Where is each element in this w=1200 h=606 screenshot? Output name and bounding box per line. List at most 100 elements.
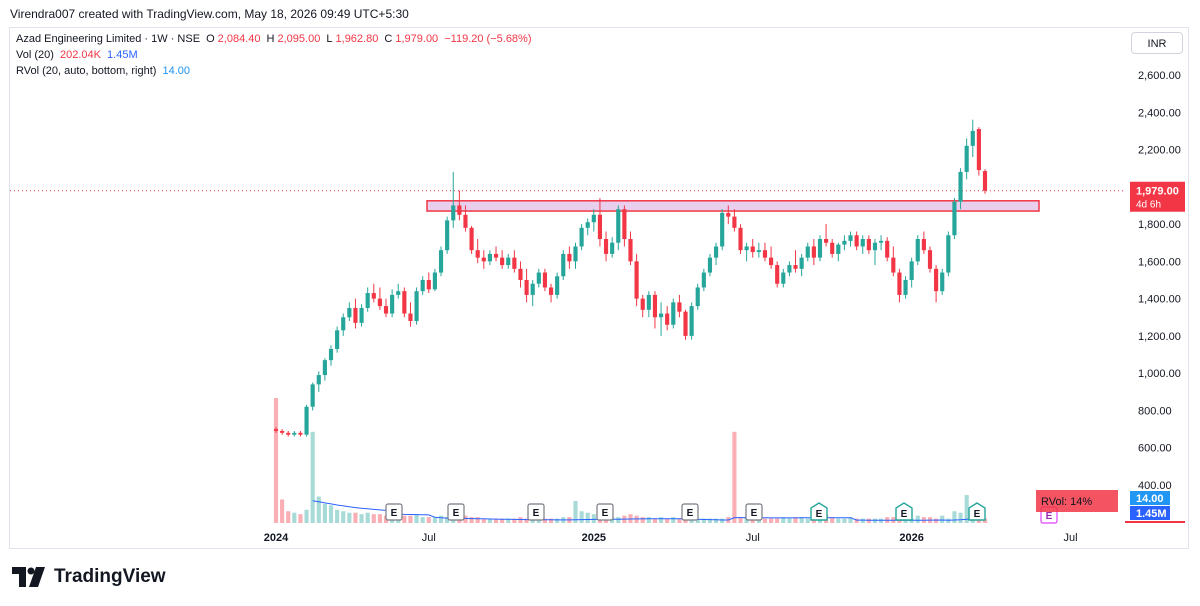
- candle-body: [432, 272, 437, 290]
- candle-body: [976, 129, 981, 171]
- volume-bar: [542, 518, 548, 523]
- volume-bar: [909, 518, 914, 523]
- volume-bar: [359, 514, 364, 523]
- volume-bar: [286, 511, 291, 523]
- candle: [341, 313, 346, 336]
- volume-bar: [793, 517, 798, 523]
- candle: [512, 250, 517, 273]
- volume-bar: [536, 518, 541, 523]
- candle-body: [750, 246, 755, 253]
- candle: [530, 280, 535, 307]
- candle-body: [854, 235, 859, 247]
- volume-bar: [720, 518, 725, 523]
- candle: [640, 294, 645, 318]
- volume-bar: [310, 431, 315, 523]
- volume-legend: Vol (20) 202.04K 1.45M: [16, 49, 141, 61]
- tradingview-logo[interactable]: TradingView: [12, 566, 166, 588]
- candle-body: [628, 239, 633, 262]
- candle-body: [365, 293, 370, 308]
- chart-frame: [9, 27, 1189, 549]
- candle-body: [610, 242, 615, 254]
- volume-bar: [677, 518, 682, 523]
- candle-body: [396, 291, 401, 295]
- candle: [457, 190, 462, 221]
- candle: [958, 168, 963, 210]
- candle-body: [316, 375, 321, 385]
- last-price-badge-bg: [1130, 181, 1185, 212]
- candle: [915, 235, 920, 266]
- candle-body: [298, 432, 303, 435]
- candle: [292, 430, 297, 437]
- candle: [756, 242, 761, 258]
- volume-bar: [591, 514, 596, 523]
- candle: [732, 209, 737, 232]
- candle: [286, 430, 291, 437]
- candle-body: [585, 222, 590, 228]
- candle: [860, 235, 865, 254]
- candle-body: [512, 257, 517, 269]
- candle-body: [634, 261, 639, 299]
- candle: [824, 224, 829, 247]
- volume-bar: [738, 517, 743, 523]
- candle: [432, 268, 437, 292]
- candle-body: [805, 246, 810, 258]
- candle: [396, 283, 401, 299]
- rvol-label-box: [1036, 490, 1118, 512]
- candle-body: [573, 246, 578, 262]
- volume-bar: [341, 511, 346, 523]
- earnings-label: E: [391, 508, 398, 519]
- candle: [726, 205, 731, 225]
- candle-body: [713, 246, 719, 258]
- volume-bar: [982, 518, 988, 523]
- price-series: [273, 119, 988, 437]
- resistance-zone: [426, 200, 1040, 212]
- rvol-label-text: RVol: 14%: [1041, 496, 1092, 508]
- candle-body: [536, 272, 541, 284]
- volume-bar: [432, 517, 437, 523]
- tradingview-logo-icon: [12, 567, 45, 587]
- volume-bar: [866, 518, 871, 523]
- candle-body: [756, 250, 761, 253]
- volume-bar: [640, 517, 645, 523]
- candle-body: [426, 280, 431, 290]
- candle: [658, 302, 664, 336]
- high-label: H: [266, 33, 275, 45]
- candle-body: [762, 250, 768, 258]
- candle: [671, 298, 676, 329]
- volume-bar: [365, 512, 370, 523]
- candle: [335, 326, 340, 353]
- currency-button[interactable]: INR: [1131, 32, 1183, 54]
- rvol-indicator-name[interactable]: RVol (20, auto, bottom, right): [16, 65, 157, 77]
- candle: [353, 298, 358, 329]
- candle: [469, 225, 474, 254]
- candle: [848, 231, 853, 247]
- volume-bar: [555, 518, 560, 523]
- candle: [762, 242, 768, 262]
- volume-indicator-name[interactable]: Vol (20): [16, 49, 54, 61]
- volume-bar: [500, 518, 505, 523]
- candle-body: [286, 432, 291, 435]
- candle-body: [946, 235, 951, 273]
- candle-body: [927, 250, 933, 269]
- earnings-label: E: [687, 508, 694, 519]
- volume-bar: [775, 518, 780, 523]
- earnings-marker: E: [527, 503, 545, 521]
- candle-body: [506, 257, 511, 266]
- volume-bar: [616, 517, 621, 523]
- candle-body: [579, 227, 584, 247]
- volume-series: [273, 398, 988, 523]
- candle-body: [842, 240, 847, 245]
- candle: [689, 302, 694, 340]
- candle: [805, 242, 810, 262]
- symbol-title[interactable]: Azad Engineering Limited · 1W · NSE: [16, 33, 201, 45]
- time-tick-label: Jul: [746, 532, 760, 544]
- candle: [304, 404, 309, 437]
- candle: [347, 302, 352, 321]
- candle-body: [830, 242, 835, 254]
- candle: [842, 235, 847, 251]
- ohlc-legend: Azad Engineering Limited · 1W · NSE O 2,0…: [16, 33, 535, 45]
- candle: [408, 302, 413, 327]
- candle: [628, 231, 633, 266]
- candle: [646, 291, 651, 318]
